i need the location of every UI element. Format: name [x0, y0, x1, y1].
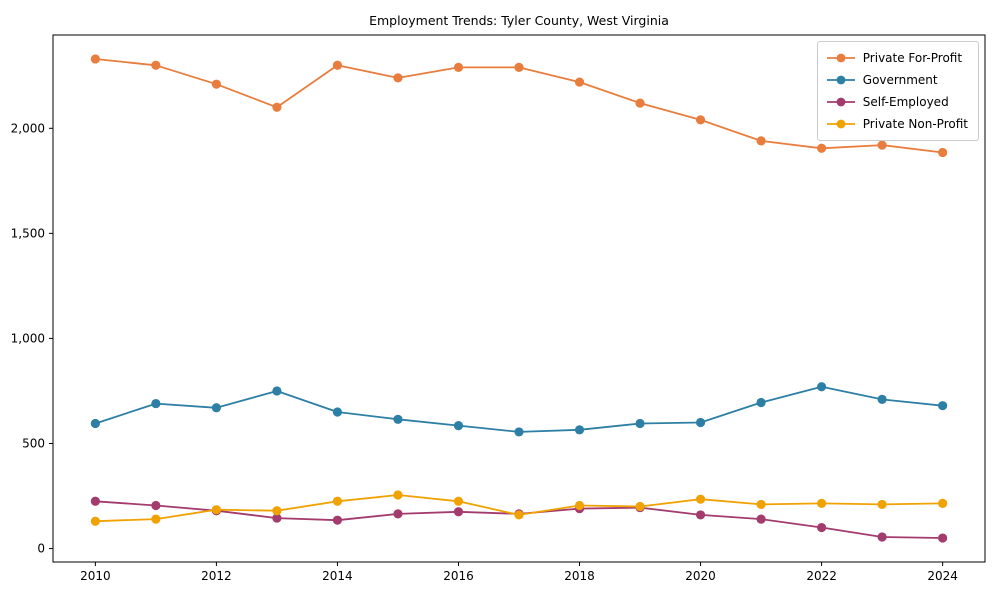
- legend-label: Private For-Profit: [862, 51, 963, 65]
- legend-marker-icon: [826, 97, 855, 107]
- data-point-government: [877, 394, 887, 404]
- chart-title: Employment Trends: Tyler County, West Vi…: [369, 13, 669, 28]
- legend: Private For-Profit Government Self-Employe…: [816, 41, 979, 141]
- data-point-self-employed: [151, 500, 161, 511]
- x-tick-label: 2018: [564, 569, 595, 583]
- data-point-private-for-profit: [574, 77, 585, 87]
- data-point-self-employed: [756, 514, 766, 524]
- data-point-government: [695, 417, 706, 428]
- data-point-private-non-profit: [90, 516, 100, 526]
- data-point-private-for-profit: [453, 62, 464, 72]
- data-point-private-non-profit: [151, 514, 161, 524]
- legend-label: Government: [862, 73, 938, 87]
- legend-marker-icon: [826, 119, 855, 129]
- data-point-private-non-profit: [332, 496, 343, 506]
- data-point-self-employed: [877, 532, 887, 542]
- data-point-private-for-profit: [877, 140, 887, 150]
- data-point-private-for-profit: [393, 73, 403, 83]
- data-point-private-for-profit: [695, 115, 706, 125]
- data-point-private-non-profit: [816, 498, 827, 508]
- data-point-government: [393, 414, 403, 424]
- x-tick-label: 2022: [806, 569, 837, 583]
- data-point-private-for-profit: [514, 62, 524, 72]
- data-point-government: [90, 418, 100, 429]
- y-tick-label: 2,000: [11, 121, 45, 135]
- legend-label: Self-Employed: [862, 95, 949, 109]
- data-point-government: [938, 401, 948, 411]
- legend-dot: [836, 97, 846, 107]
- data-point-private-non-profit: [938, 498, 948, 508]
- x-tick-label: 2024: [927, 569, 958, 583]
- legend-entry-self-employed: Self-Employed: [826, 91, 968, 113]
- data-point-self-employed: [938, 533, 948, 543]
- data-point-private-non-profit: [574, 500, 585, 511]
- series-line-private-for-profit: [95, 58, 943, 154]
- data-point-private-non-profit: [272, 506, 282, 516]
- data-point-government: [756, 397, 766, 408]
- data-point-government: [151, 398, 161, 409]
- legend-entry-private-non-profit: Private Non-Profit: [826, 113, 968, 135]
- data-point-self-employed: [332, 515, 343, 525]
- data-point-private-for-profit: [635, 98, 645, 108]
- y-tick-label: 0: [37, 542, 45, 556]
- data-point-private-for-profit: [332, 60, 343, 70]
- data-point-government: [272, 386, 282, 396]
- legend-dot: [836, 53, 846, 63]
- data-point-government: [816, 382, 827, 392]
- legend-dot: [836, 119, 846, 129]
- data-point-self-employed: [272, 513, 282, 523]
- data-point-self-employed: [695, 510, 706, 520]
- axes-spines: [52, 34, 986, 563]
- series-line-self-employed: [95, 500, 943, 539]
- data-point-private-non-profit: [756, 499, 766, 510]
- data-point-government: [574, 425, 585, 435]
- data-point-self-employed: [453, 507, 464, 517]
- data-point-private-for-profit: [938, 147, 948, 158]
- legend-entry-government: Government: [826, 69, 968, 91]
- x-tick-label: 2012: [201, 569, 232, 583]
- data-point-private-non-profit: [211, 505, 222, 515]
- legend-entry-private-for-profit: Private For-Profit: [826, 47, 968, 69]
- data-point-private-for-profit: [272, 102, 282, 112]
- x-tick-label: 2010: [80, 569, 111, 583]
- legend-dot: [836, 75, 846, 85]
- data-point-private-for-profit: [151, 60, 161, 70]
- series-line-government: [95, 385, 943, 433]
- x-tick-label: 2016: [443, 569, 474, 583]
- data-point-private-non-profit: [453, 496, 464, 506]
- data-point-government: [211, 403, 222, 413]
- data-point-private-non-profit: [393, 490, 403, 500]
- data-point-self-employed: [393, 509, 403, 519]
- legend-marker-icon: [826, 53, 855, 63]
- y-tick-label: 1,000: [11, 331, 45, 345]
- data-point-private-for-profit: [90, 54, 100, 64]
- legend-marker-icon: [826, 75, 855, 85]
- y-tick-label: 1,500: [11, 226, 45, 240]
- data-point-government: [332, 407, 343, 417]
- data-point-private-for-profit: [816, 143, 827, 153]
- data-point-government: [514, 427, 524, 437]
- data-point-private-non-profit: [635, 501, 645, 512]
- data-point-private-for-profit: [756, 136, 766, 146]
- x-tick-label: 2014: [322, 569, 353, 583]
- x-tick-label: 2020: [685, 569, 716, 583]
- data-point-government: [453, 421, 464, 431]
- data-point-private-for-profit: [211, 79, 222, 89]
- legend-label: Private Non-Profit: [862, 117, 968, 131]
- data-point-private-non-profit: [877, 499, 887, 510]
- data-point-self-employed: [816, 522, 827, 533]
- data-point-self-employed: [90, 496, 100, 506]
- data-point-private-non-profit: [514, 510, 524, 520]
- data-point-private-non-profit: [695, 494, 706, 504]
- y-tick-label: 500: [22, 436, 45, 450]
- data-point-government: [635, 418, 645, 429]
